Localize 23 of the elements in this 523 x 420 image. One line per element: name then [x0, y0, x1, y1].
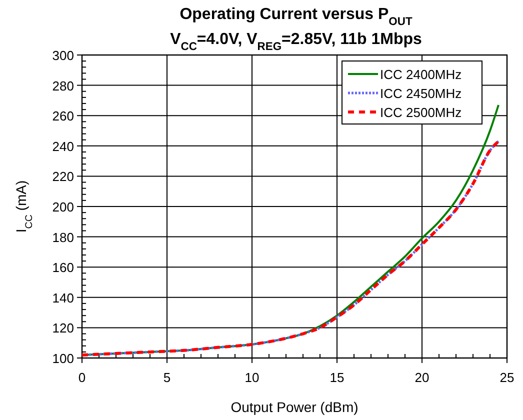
x-tick-label: 0: [78, 370, 86, 385]
x-tick-label: 15: [330, 370, 344, 385]
y-tick-label: 120: [52, 320, 74, 336]
y-tick-label: 100: [52, 351, 74, 366]
x-tick-label: 5: [163, 370, 171, 385]
legend-label: ICC 2450MHz: [380, 86, 462, 101]
y-tick-label: 200: [52, 200, 74, 214]
y-tick-label: 160: [52, 260, 74, 276]
legend-label: ICC 2400MHz: [380, 67, 462, 82]
y-tick-label: 300: [52, 48, 74, 63]
x-tick-label: 20: [414, 370, 430, 385]
chart-title: Operating Current versus P$_{OUT}$: [180, 6, 412, 28]
y-tick-label: 220: [52, 169, 74, 184]
y-tick-label: 240: [52, 138, 74, 154]
legend-label: ICC 2500MHz: [380, 105, 462, 120]
y-tick-label: 280: [52, 78, 74, 94]
x-axis-title: Output Power (dBm): [230, 399, 358, 415]
y-tick-label: 180: [52, 230, 74, 245]
x-tick-label: 25: [500, 370, 514, 385]
y-tick-label: 260: [52, 108, 74, 124]
y-tick-label: 140: [52, 290, 74, 306]
x-tick-label: 10: [244, 370, 260, 385]
chart-subtitle: V$_{CC}$=4.0V, V$_{REG}$=2.85V, 11b 1Mbps: [170, 31, 422, 53]
